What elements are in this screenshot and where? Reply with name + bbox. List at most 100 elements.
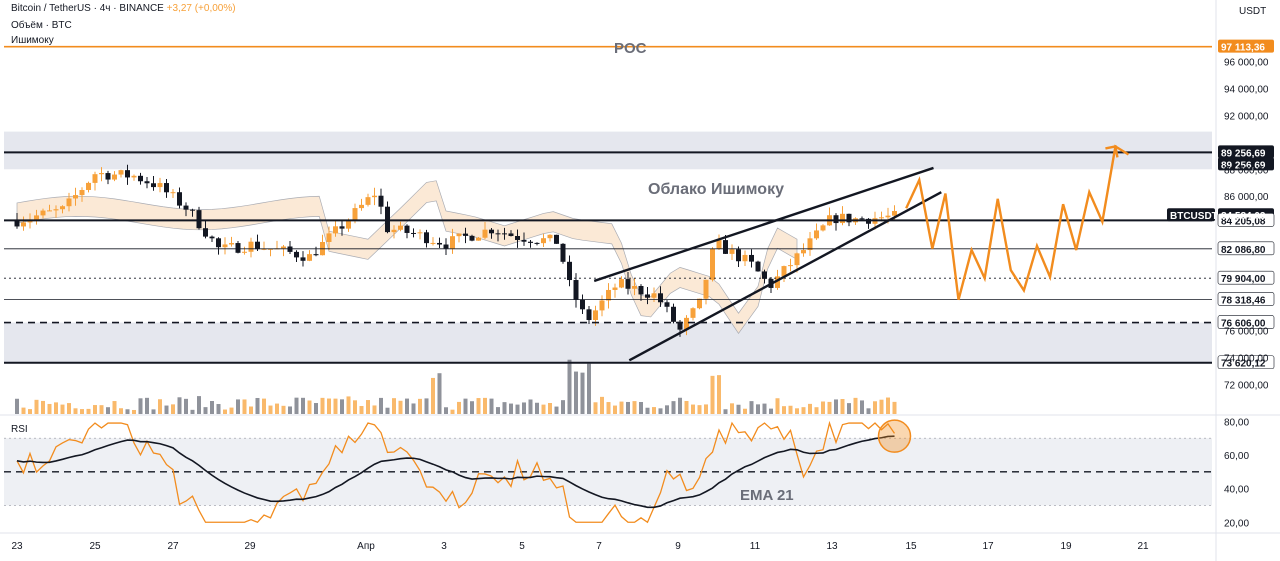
candle-body (125, 170, 130, 178)
candle-body (417, 232, 423, 234)
candle-body (138, 175, 143, 182)
volume-bar (327, 398, 331, 414)
candle-body (378, 195, 384, 207)
volume-bar (483, 397, 487, 414)
candle-body (833, 215, 839, 224)
x-tick-label: 11 (750, 541, 761, 552)
candle-body (885, 215, 891, 218)
volume-bar (489, 398, 494, 414)
volume-bar (249, 406, 253, 414)
symbol-title[interactable]: Bitcoin / TetherUS · 4ч · BINANCE (11, 3, 164, 14)
candle-body (684, 317, 689, 330)
candle-body (742, 254, 748, 262)
price-axis-label-bg (1217, 270, 1275, 285)
candle-body (879, 217, 884, 219)
candle-body (567, 261, 572, 281)
candle-body (690, 308, 696, 318)
volume-bar (769, 408, 773, 414)
candle-body (183, 205, 189, 210)
poc-label: POC (614, 40, 647, 57)
candle-body (372, 195, 377, 198)
volume-bar (470, 401, 474, 414)
volume-bar (879, 399, 884, 414)
candle-body (300, 257, 306, 261)
volume-bar (171, 404, 175, 414)
candle-body (248, 241, 254, 252)
x-tick-label: 5 (519, 541, 525, 552)
rsi-tick-label: 80,00 (1224, 417, 1249, 428)
candle-body (424, 232, 429, 244)
rsi-highlight-circle (877, 419, 912, 453)
y-tick-label: 88 000,00 (1224, 165, 1269, 176)
x-tick-label: 23 (11, 541, 23, 552)
volume-bar (158, 399, 162, 414)
candle-body (47, 210, 52, 212)
candle-body (794, 253, 800, 266)
candle-body (801, 250, 806, 254)
rsi-ema-line (16, 435, 895, 509)
rsi-label[interactable]: RSI (11, 424, 28, 435)
candle-body (658, 293, 663, 303)
volume-bar (509, 403, 513, 414)
volume-bar (645, 407, 650, 414)
volume-bar (730, 403, 734, 414)
volume-bar (639, 402, 643, 414)
candle-body (586, 309, 592, 321)
volume-bar (125, 409, 130, 414)
volume-bar (736, 404, 741, 414)
candle-body (144, 181, 150, 184)
volume-bar (743, 408, 747, 414)
volume-bar (242, 399, 247, 414)
candle-body (118, 170, 124, 175)
volume-bar (522, 402, 526, 414)
candle-body (398, 225, 403, 230)
rsi-tick-label: 40,00 (1224, 485, 1249, 496)
candle-body (391, 229, 397, 233)
y-tick-label: 94 000,00 (1224, 85, 1269, 96)
candle-body (404, 225, 410, 233)
ichimoku-legend[interactable]: Ишимоку (11, 35, 54, 46)
volume-bar (398, 400, 403, 414)
projection-arrowhead (1105, 144, 1119, 158)
rsi-line (16, 420, 896, 524)
y-tick-label: 92 000,00 (1224, 111, 1269, 122)
x-tick-label: Апр (357, 541, 375, 552)
volume-bar (346, 396, 351, 414)
volume-bar (216, 404, 221, 414)
volume-bar (210, 401, 214, 414)
volume-bar (821, 401, 825, 414)
candle-body (820, 225, 826, 231)
candle-body (92, 174, 98, 183)
volume-legend[interactable]: Объём · BTC (11, 20, 72, 31)
ichimoku-cloud-label: Облако Ишимоку (648, 181, 784, 198)
candle-body (697, 298, 702, 309)
candle-body (541, 238, 546, 244)
volume-bar (73, 408, 78, 414)
candle-body (775, 276, 780, 288)
candle-body (339, 226, 345, 229)
volume-bar (223, 409, 227, 414)
volume-bar (541, 404, 546, 414)
projected-price-path (905, 144, 1130, 301)
volume-bar (463, 398, 468, 414)
currency-label: USDT (1239, 6, 1266, 17)
volume-bar (632, 401, 637, 414)
volume-bar (548, 403, 552, 414)
volume-bar (691, 404, 695, 414)
candle-body (651, 293, 657, 298)
candle-body (430, 242, 436, 244)
candle-body (105, 173, 111, 180)
volume-bar (268, 405, 273, 414)
wedge-lower-line (628, 191, 942, 362)
candle-body (593, 310, 598, 321)
candle-body (281, 246, 286, 249)
volume-bar (873, 401, 877, 414)
price-axis-label: 82 086,80 (1221, 245, 1266, 256)
candle-body (333, 226, 338, 234)
volume-bar (671, 401, 676, 414)
candle-body (749, 254, 754, 262)
volume-bar (320, 397, 325, 414)
candle-body (73, 195, 78, 199)
candle-body (534, 242, 540, 244)
